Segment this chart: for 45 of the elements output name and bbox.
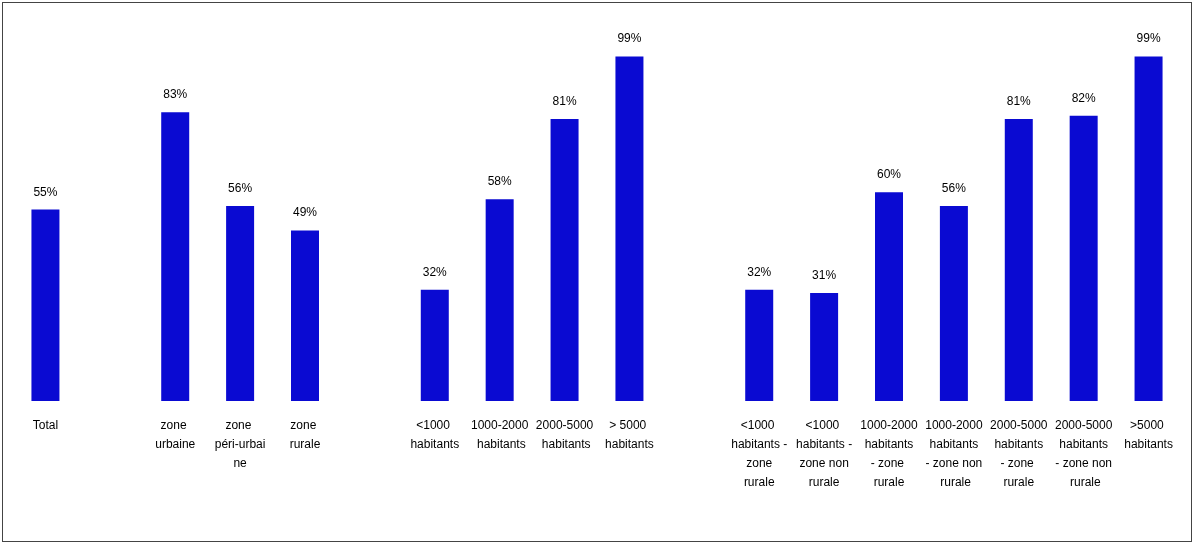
bar <box>161 112 190 401</box>
x-tick-label: Total <box>32 417 59 432</box>
data-label: 60% <box>876 167 902 182</box>
bar <box>875 192 903 401</box>
bar <box>485 199 514 401</box>
x-tick-label: 1000-2000 habitants - zone non rurale <box>925 417 983 489</box>
data-label: 82% <box>1071 90 1096 105</box>
x-tick-label: 2000-5000 habitants - zone non rurale <box>1054 417 1113 489</box>
data-label: 56% <box>228 181 253 196</box>
bar <box>291 230 319 401</box>
x-tick-label: 2000-5000 habitants - zone rurale <box>990 417 1048 489</box>
x-tick-label: <1000 habitants <box>410 417 460 451</box>
x-tick-label: 1000-2000 habitants - zone rurale <box>860 417 919 489</box>
data-label: 31% <box>812 268 837 283</box>
bar <box>745 289 774 401</box>
x-tick-label: >5000 habitants <box>1124 417 1173 451</box>
x-tick-label: 1000-2000 habitants <box>470 417 529 451</box>
x-tick-label: zone péri-urbaine <box>214 417 266 470</box>
data-label: 56% <box>941 181 967 196</box>
data-label: 83% <box>163 87 188 102</box>
bar <box>810 293 839 401</box>
x-tick-label: <1000 habitants - zone rurale <box>731 417 788 489</box>
bar <box>31 209 60 401</box>
x-tick-label: > 5000 habitants <box>605 417 654 451</box>
data-label: 81% <box>1006 94 1032 109</box>
bar <box>420 289 449 401</box>
x-tick-label: zone urbaine <box>155 417 196 451</box>
data-label: 81% <box>552 94 577 109</box>
data-label: 32% <box>422 264 448 279</box>
data-label: 58% <box>487 174 512 189</box>
bar <box>1134 56 1163 401</box>
bar <box>226 206 255 401</box>
x-tick-label: 2000-5000 habitants <box>535 417 594 451</box>
data-label: 55% <box>33 184 58 199</box>
data-label: 49% <box>292 205 318 220</box>
data-label: 99% <box>617 31 642 46</box>
data-label: 99% <box>1136 31 1161 46</box>
bar <box>1069 115 1098 401</box>
data-label: 32% <box>747 264 772 279</box>
x-tick-label: zone rurale <box>289 417 321 451</box>
bar <box>1004 119 1033 401</box>
bar <box>939 206 968 401</box>
bar <box>550 119 579 401</box>
x-tick-label: <1000 habitants - zone non rurale <box>796 417 853 489</box>
bar <box>615 56 644 401</box>
